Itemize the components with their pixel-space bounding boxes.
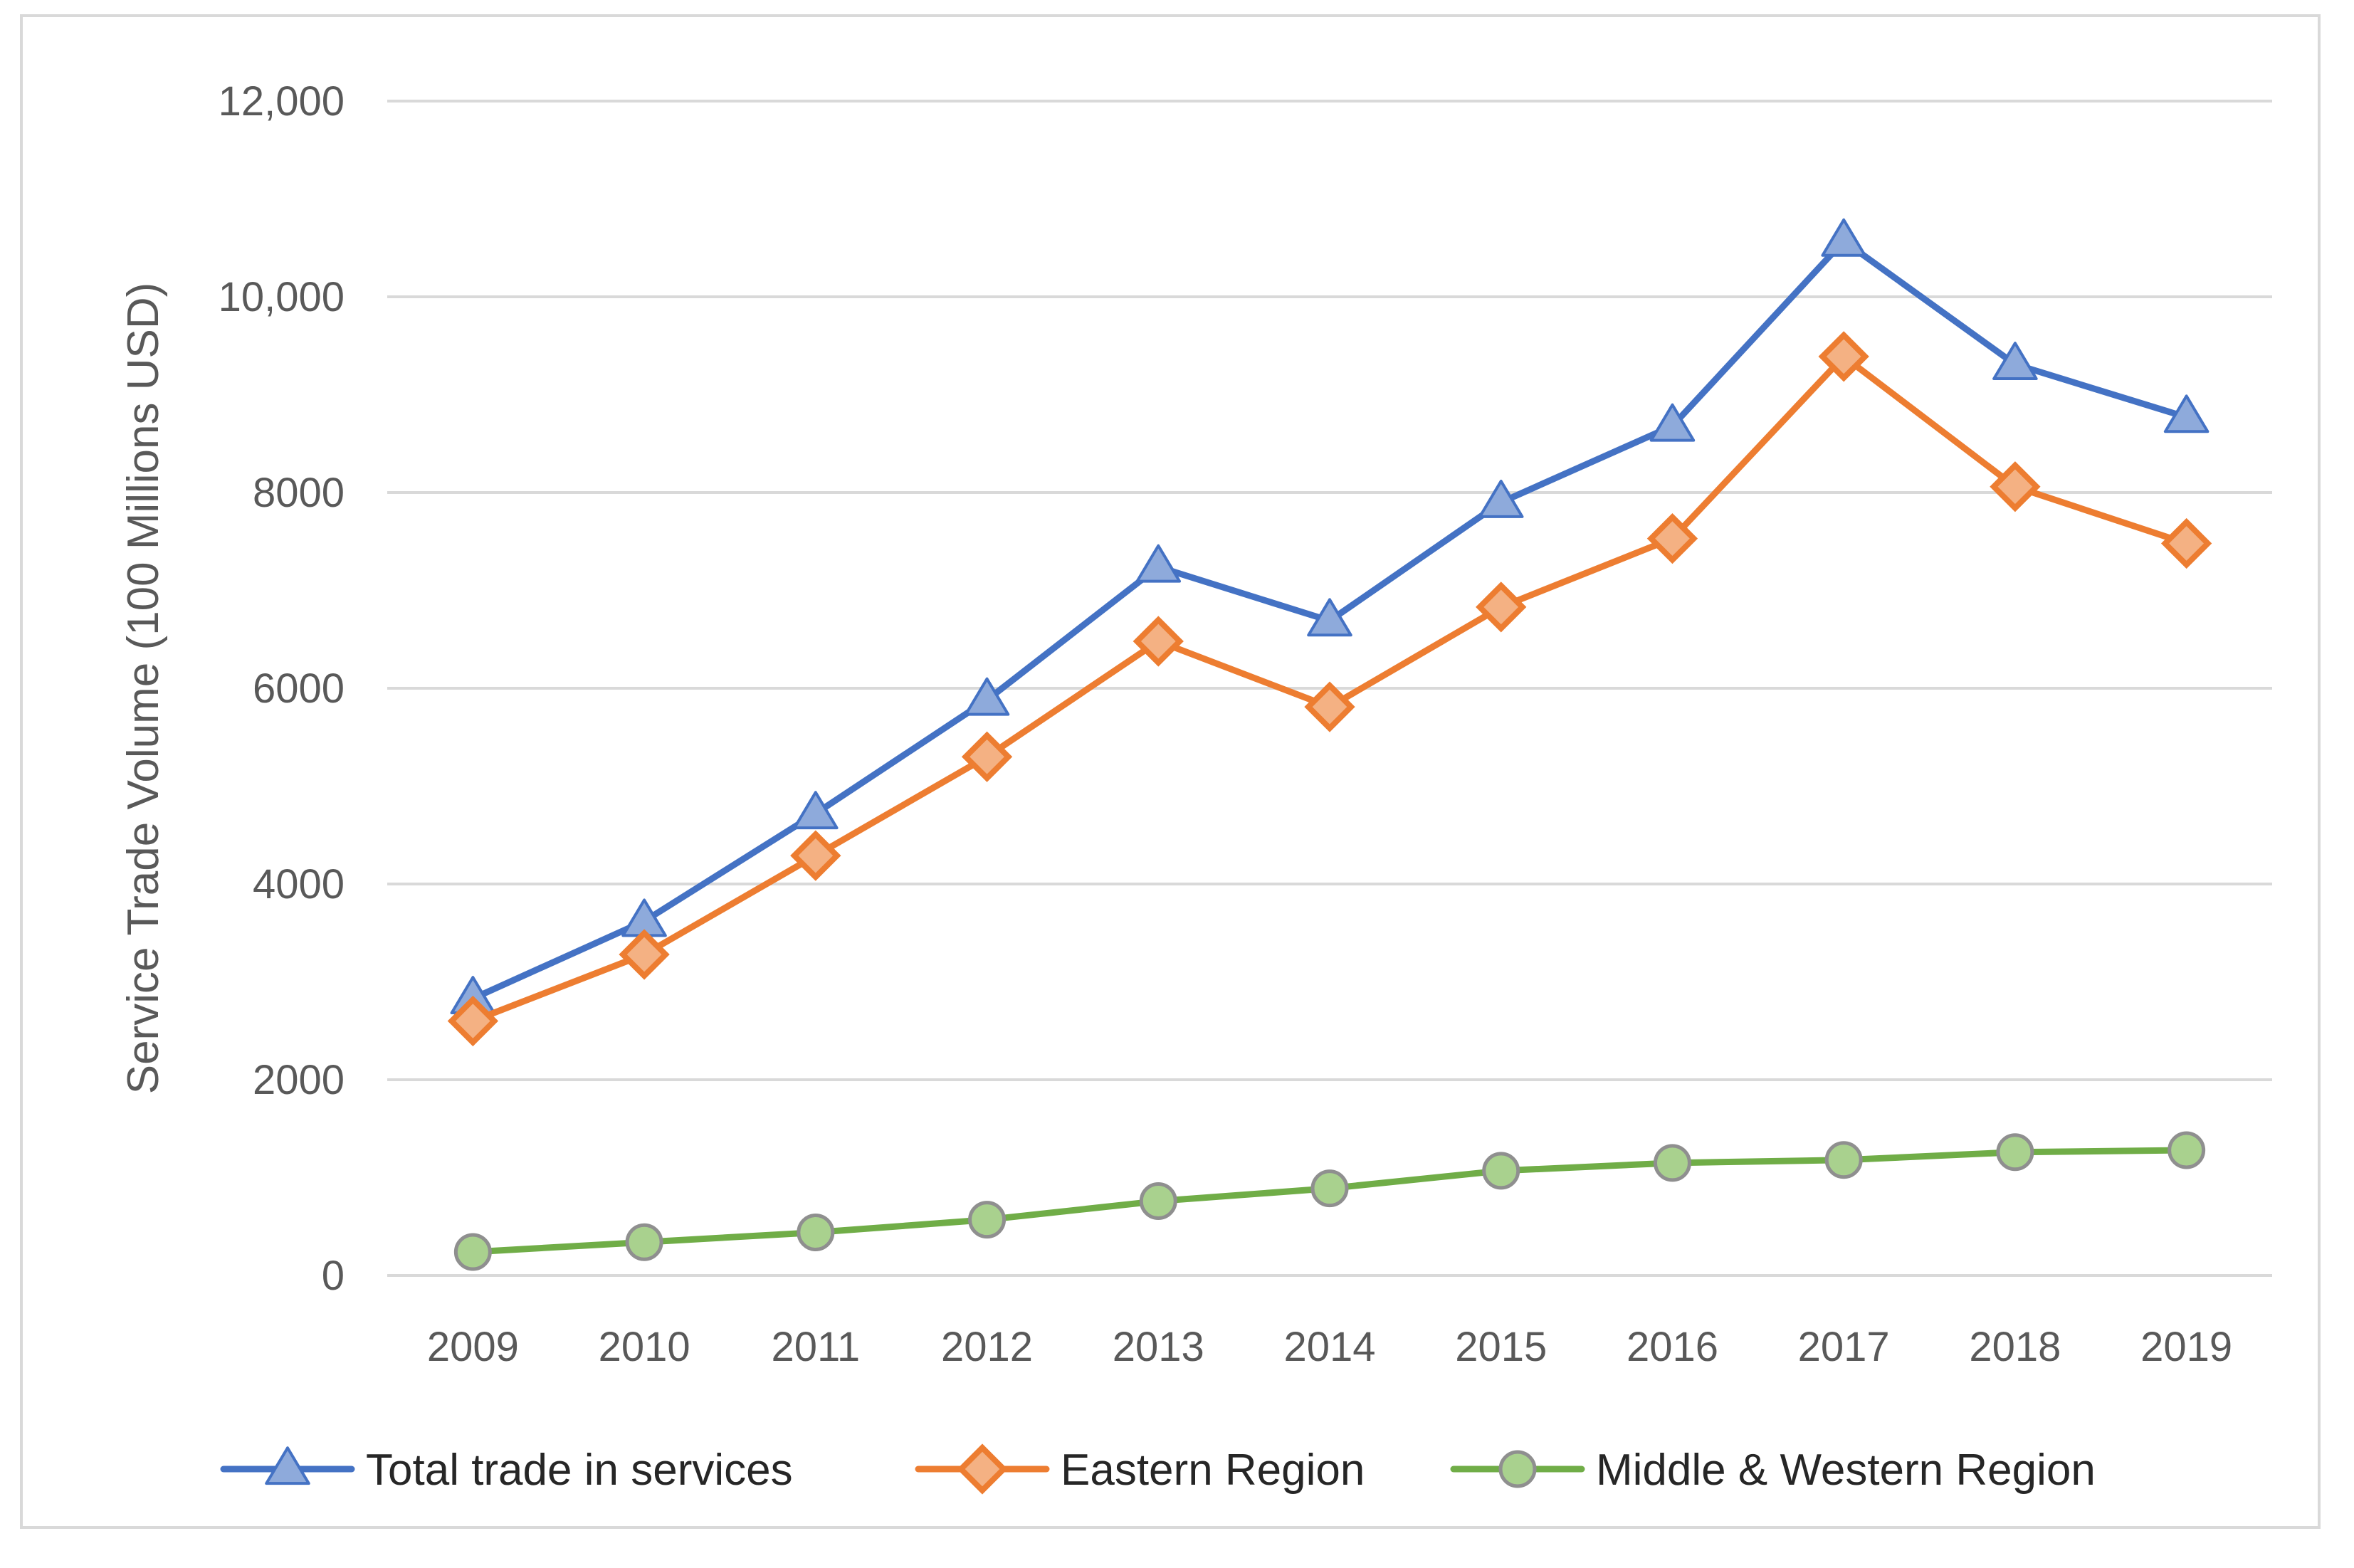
data-point	[2168, 1131, 2206, 1169]
x-tick-label: 2014	[1283, 1324, 1375, 1370]
series-2	[453, 1131, 2206, 1271]
data-point	[1649, 403, 1696, 442]
data-point	[619, 929, 670, 980]
x-tick-label: 2009	[427, 1324, 519, 1370]
legend-marker	[265, 1446, 310, 1485]
data-point	[625, 1223, 663, 1261]
series-0	[450, 218, 2209, 1015]
data-point	[1653, 1144, 1691, 1182]
data-point	[968, 1201, 1007, 1239]
x-tick-label: 2018	[1969, 1324, 2061, 1370]
legend-item: Total trade in services	[220, 1446, 793, 1495]
data-point	[2160, 517, 2212, 569]
x-tick-label: 2019	[2140, 1324, 2232, 1370]
x-tick-label: 2011	[771, 1324, 860, 1370]
data-point	[797, 1214, 835, 1251]
data-point	[1821, 218, 1866, 257]
data-point	[453, 1233, 492, 1271]
data-point	[1818, 331, 1869, 382]
data-point	[964, 677, 1010, 716]
legend-item: Middle & Western Region	[1450, 1446, 2096, 1495]
legend-label: Eastern Region	[1061, 1446, 1365, 1495]
data-point	[790, 830, 841, 881]
x-tick-label: 2012	[941, 1324, 1033, 1370]
y-tick-label: 4000	[253, 861, 345, 907]
x-tick-label: 2010	[599, 1324, 690, 1370]
y-tick-label: 10,000	[219, 274, 345, 320]
data-point	[1304, 681, 1355, 732]
data-point	[1307, 598, 1352, 637]
data-point	[1646, 512, 1698, 564]
series-1	[447, 331, 2212, 1047]
legend-label: Middle & Western Region	[1596, 1446, 2096, 1495]
x-tick-label: 2017	[1798, 1324, 1890, 1370]
data-point	[1478, 479, 1524, 518]
data-point	[447, 995, 499, 1047]
data-point	[793, 791, 839, 830]
legend-item: Eastern Region	[915, 1443, 1365, 1495]
chart-frame: 0 2000 4000 6000 8000 10,000 12,000 2009 2010 201…	[20, 14, 2321, 1529]
x-tick-label: 2013	[1113, 1324, 1204, 1370]
data-point	[1476, 582, 1527, 633]
data-point	[1996, 1133, 2034, 1172]
data-point	[1133, 616, 1184, 667]
data-point	[1310, 1169, 1349, 1208]
y-tick-label: 0	[322, 1253, 345, 1299]
data-point	[1990, 461, 2041, 512]
data-point	[1139, 1182, 1177, 1220]
data-point	[1824, 1141, 1863, 1179]
legend-marker	[1498, 1450, 1537, 1488]
y-axis-title: Service Trade Volume (100 Millions USD)	[119, 283, 168, 1095]
y-tick-label: 12,000	[219, 78, 345, 125]
data-point	[961, 731, 1013, 782]
legend-marker	[957, 1443, 1008, 1495]
data-point	[1482, 1152, 1520, 1190]
legend-label: Total trade in services	[366, 1446, 793, 1495]
data-point	[1135, 544, 1182, 583]
y-tick-label: 8000	[253, 470, 345, 516]
axes: 0 2000 4000 6000 8000 10,000 12,000 2009 2010 201…	[119, 78, 2232, 1370]
legend: Total trade in services Eastern Region Mid…	[220, 1443, 2096, 1495]
data-point	[2163, 394, 2209, 433]
data-point	[1992, 342, 2038, 381]
y-tick-label: 2000	[253, 1057, 345, 1103]
series	[447, 218, 2212, 1271]
y-tick-label: 6000	[253, 665, 345, 712]
x-tick-label: 2016	[1627, 1324, 1718, 1370]
x-tick-label: 2015	[1455, 1324, 1547, 1370]
line-chart: 0 2000 4000 6000 8000 10,000 12,000 2009 2010 201…	[119, 78, 2272, 1495]
